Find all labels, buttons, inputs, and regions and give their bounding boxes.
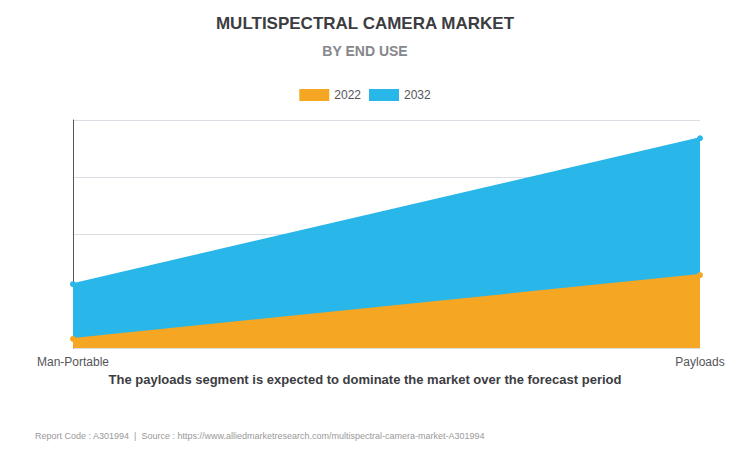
svg-text:The payloads segment is expect: The payloads segment is expected to domi…	[109, 372, 622, 387]
svg-text:2032: 2032	[404, 88, 431, 102]
svg-text:Report Code : A301994 | Sour: Report Code : A301994 | Source : https:/…	[35, 431, 485, 441]
svg-text:MULTISPECTRAL CAMERA MARKET: MULTISPECTRAL CAMERA MARKET	[216, 14, 515, 33]
svg-text:BY END USE: BY END USE	[322, 43, 407, 59]
svg-text:Payloads: Payloads	[675, 355, 724, 369]
svg-text:2022: 2022	[334, 88, 361, 102]
svg-text:Man-Portable: Man-Portable	[37, 355, 109, 369]
